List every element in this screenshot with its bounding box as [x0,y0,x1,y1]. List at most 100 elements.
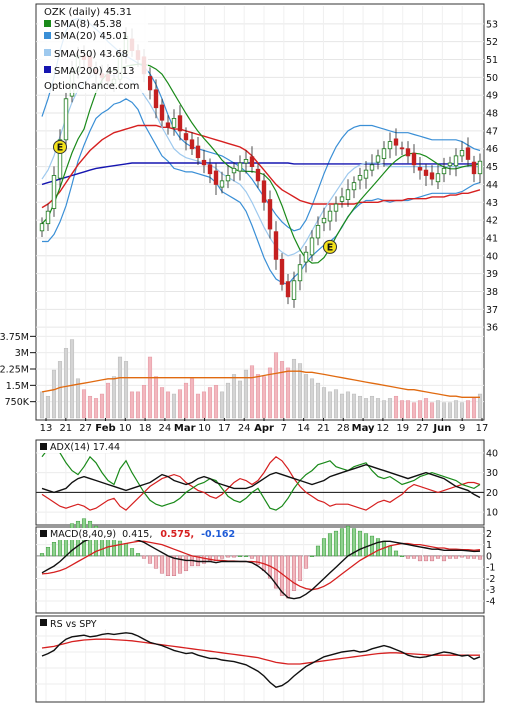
macd-histogram-bar [303,555,309,569]
price-tick-label: 44 [486,180,498,191]
candle-body [459,150,465,157]
legend-sma20: SMA(20) 45.01 [54,31,128,42]
candle-body [405,148,411,157]
date-tick-label: Jun [432,423,451,434]
macd-histogram-bar [111,538,117,557]
candle-body [441,167,447,175]
volume-bar [273,352,279,419]
volume-bar [231,374,237,419]
volume-bar [423,398,429,419]
candle-body [357,175,363,181]
macd-label-macd: 0.575, [160,529,194,540]
date-tick-label: 27 [416,423,429,434]
macd-label-name: MACD(8,40,9) [50,529,116,540]
candle-body [201,159,207,166]
candle-body [387,141,393,150]
candle-body [339,196,345,202]
adx-tick-label: 10 [486,508,498,519]
macd-histogram-bar [399,555,405,557]
volume-bar [285,367,291,419]
volume-bar [45,395,51,419]
date-tick-label: 24 [159,423,172,434]
macd-tick-label: -4 [486,596,495,607]
date-tick-label: 17 [476,423,489,434]
legend-background [38,5,148,93]
volume-bar [213,385,219,419]
macd-histogram-bar [237,555,243,557]
macd-histogram-bar [429,555,435,562]
candle-body [417,167,423,171]
price-tick-label: 37 [486,305,498,316]
candle-body [423,169,429,176]
macd-histogram-bar [183,555,189,572]
candle-body [195,145,201,159]
candle-body [351,182,357,191]
candle-body [273,231,279,260]
volume-bar [375,398,381,419]
date-tick-label: 14 [297,423,310,434]
macd-tick-label: 1 [486,540,492,551]
date-tick-label: Feb [95,423,115,434]
volume-bar [345,391,351,419]
macd-histogram-bar [345,525,351,557]
price-legend: OZK (daily) 45.31 SMA(8) 45.38 SMA(20) 4… [38,5,148,93]
sma200-line [41,162,480,186]
adx-label-bg [38,441,110,453]
candle-body [297,264,303,282]
macd-histogram-bar [423,555,429,562]
macd-histogram-bar [249,555,255,559]
volume-bar [237,380,243,419]
plus-di-line [41,444,481,511]
volume-bar [321,387,327,419]
candle-body [171,118,177,128]
macd-histogram-bar [453,555,459,559]
price-tick-label: 39 [486,269,498,280]
macd-tick-label: -3 [486,585,495,596]
candle-body [333,203,339,212]
volume-bar [171,393,177,419]
legend-sma8: SMA(8) 45.38 [54,19,122,30]
rs-grid [36,617,484,701]
date-tick-label: 7 [281,423,287,434]
volume-bar [225,382,231,419]
date-tick-label: 10 [119,423,132,434]
volume-bar [189,378,195,419]
volume-bar [339,393,345,419]
candle-body [465,147,471,160]
macd-axis: 210-1-2-3-4 [486,529,495,608]
legend-sma50: SMA(50) 43.68 [54,49,128,60]
macd-label-value: 0.415, [122,529,152,540]
date-tick-label: 13 [40,423,53,434]
volume-bar [129,391,135,419]
candle-body [177,115,183,132]
volume-bar [429,402,435,419]
macd-panel: 210-1-2-3-4 MACD(8,40,9) 0.415, 0.575, -… [35,518,495,614]
candle-body [321,217,327,224]
date-tick-label: 28 [337,423,350,434]
candle-body [369,164,375,171]
watermark-text: OptionChance.com [44,81,139,92]
candle-body [279,258,285,285]
macd-histogram-bar [375,538,381,557]
candle-body [411,152,417,166]
adx-tick-label: 30 [486,468,498,479]
volume-bar [351,393,357,419]
macd-histogram-bar [435,555,441,559]
volume-bar [477,393,483,419]
rs-line [41,632,481,688]
macd-histogram-bar [363,533,369,557]
sma50-line [41,124,481,209]
date-tick-label: 24 [238,423,251,434]
date-tick-label: May [352,423,375,434]
earnings-marker-label: E [57,142,64,153]
volume-bar [75,378,81,419]
macd-histogram-bar [387,545,393,557]
volume-bar [405,400,411,419]
volume-bar [255,374,261,419]
adx-panel: 10 20 30 40 ADX(14) 17.44 [35,439,498,526]
macd-histogram-bar [459,555,465,558]
volume-bar [183,382,189,419]
volume-bar [309,378,315,419]
date-tick-label: 21 [317,423,330,434]
macd-histogram-bar [315,545,321,557]
